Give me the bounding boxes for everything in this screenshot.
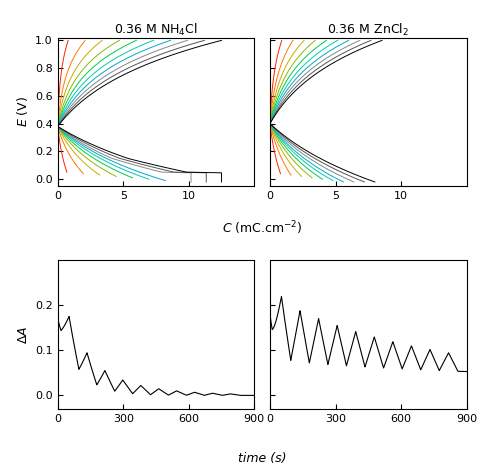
Text: $C$ (mC.cm$^{-2}$): $C$ (mC.cm$^{-2}$) [221, 219, 302, 237]
Text: time (s): time (s) [238, 452, 286, 465]
Title: 0.36 M NH$_4$Cl: 0.36 M NH$_4$Cl [114, 22, 198, 38]
Y-axis label: $\Delta A$: $\Delta A$ [16, 326, 29, 344]
Y-axis label: $E$ (V): $E$ (V) [14, 96, 29, 127]
Title: 0.36 M ZnCl$_2$: 0.36 M ZnCl$_2$ [326, 22, 408, 38]
